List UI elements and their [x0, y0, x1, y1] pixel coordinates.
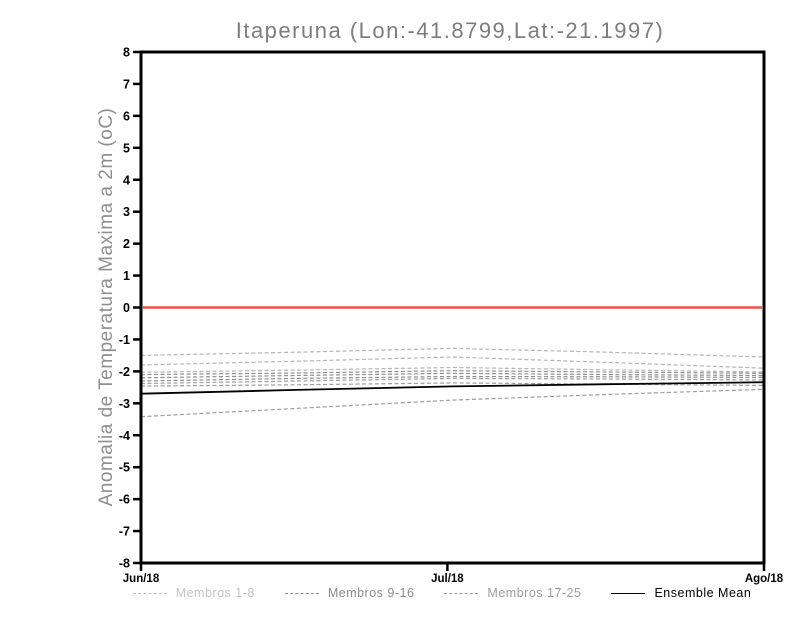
y-tick-label: 4	[123, 173, 130, 187]
legend-item-label: Membros 1-8	[175, 586, 255, 600]
y-tick-label: 7	[123, 77, 130, 91]
y-tick-label: 5	[123, 141, 130, 155]
member-line	[140, 375, 765, 382]
y-tick-label: -2	[119, 365, 130, 379]
legend-item-label: Membros 17-25	[487, 586, 582, 600]
member-line	[140, 347, 765, 358]
dashed-line-sample-icon	[132, 592, 167, 594]
y-tick-label: 3	[123, 205, 130, 219]
y-axis-label: Anomalia de Temperatura Maxima a 2m (oC)	[96, 108, 117, 507]
y-tick-label: -3	[119, 397, 130, 411]
member-line	[140, 388, 765, 418]
dashed-line-sample-icon	[444, 592, 479, 594]
axes: -8 -7 -6 -5 -4 -3 -2 -1 0 1 2 3 4 5 6 7 8 Jun/18 Jul/18 Ago…	[119, 46, 784, 586]
legend-item-label: Membros 9-16	[327, 586, 415, 600]
y-tick-label: 1	[123, 269, 130, 283]
chart-title: Itaperuna (Lon:-41.8799,Lat:-21.1997)	[236, 18, 665, 43]
y-tick-label: -7	[119, 525, 130, 539]
member-line	[140, 366, 765, 373]
series-lines	[140, 347, 765, 418]
y-tick-label: -4	[119, 429, 130, 443]
legend: Membros 1-8 Membros 9-16 Membros 17-25 E…	[0, 586, 800, 600]
y-tick-label: 0	[123, 301, 130, 315]
plot-border	[139, 50, 766, 565]
y-tick-label: -6	[119, 493, 130, 507]
y-tick-label: 6	[123, 109, 130, 123]
y-tick-label: -8	[119, 557, 130, 571]
legend-item-label: Ensemble Mean	[654, 586, 752, 600]
solid-line-sample-icon	[611, 592, 646, 594]
legend-item-membros-9-16: Membros 9-16	[284, 586, 415, 600]
ensemble-mean-line	[140, 381, 765, 395]
legend-item-membros-1-8: Membros 1-8	[132, 586, 255, 600]
x-tick-label: Jun/18	[123, 573, 160, 585]
y-tick-label: -1	[119, 333, 130, 347]
dashed-line-sample-icon	[284, 592, 319, 594]
legend-item-ensemble-mean: Ensemble Mean	[611, 586, 751, 600]
y-tick-label: -5	[119, 461, 130, 475]
member-line	[140, 356, 765, 369]
y-tick-label: 2	[123, 237, 130, 251]
x-tick-label: Ago/18	[745, 573, 784, 585]
legend-item-membros-17-25: Membros 17-25	[444, 586, 581, 600]
y-tick-label: 8	[123, 46, 130, 60]
x-tick-label: Jul/18	[431, 573, 464, 585]
